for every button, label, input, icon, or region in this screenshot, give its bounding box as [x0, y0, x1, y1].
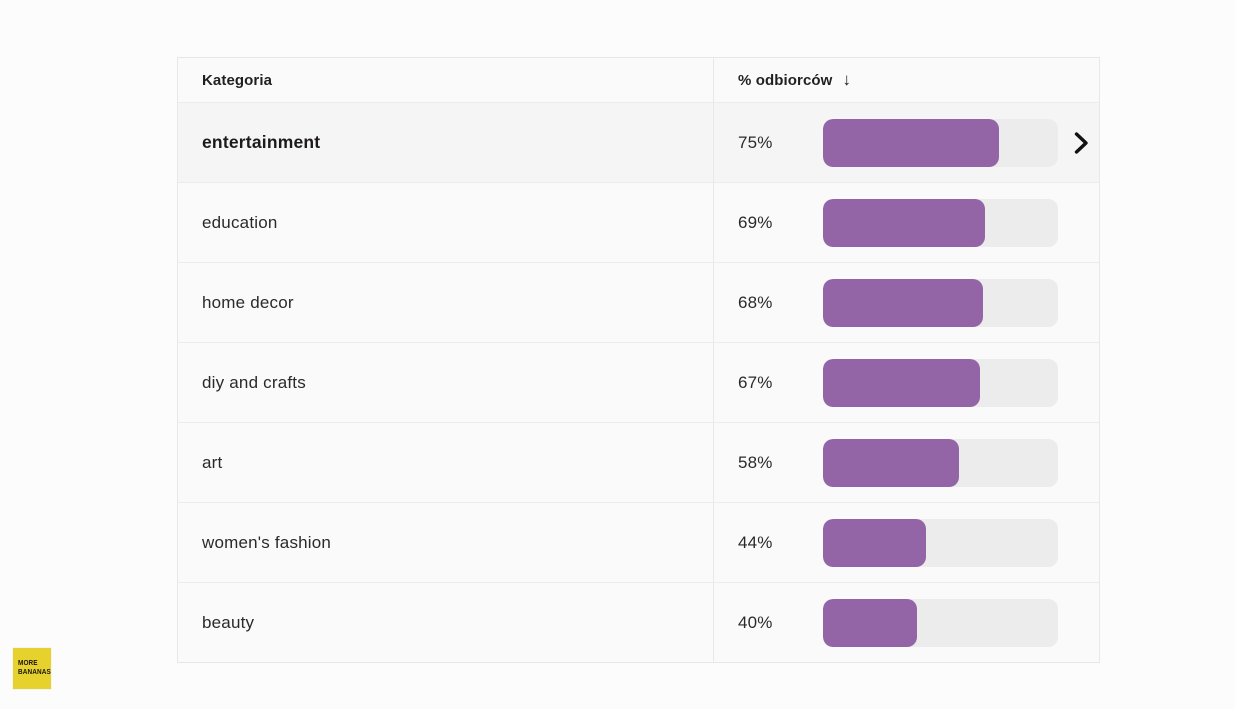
value-cell: 75% — [714, 103, 1099, 182]
bar-track — [823, 118, 1058, 167]
bar-fill — [823, 438, 960, 487]
logo-line-1: MORE — [18, 659, 38, 667]
header-audience-percent-label: % odbiorców — [738, 71, 833, 89]
percent-value: 67% — [738, 372, 773, 392]
value-cell: 40% — [714, 583, 1099, 662]
bar-fill — [823, 118, 1000, 167]
bar-fill — [823, 198, 986, 247]
percent-value: 58% — [738, 452, 773, 472]
category-label: entertainment — [178, 103, 714, 182]
percent-value: 44% — [738, 532, 773, 552]
bar-track — [823, 198, 1058, 247]
bar-fill — [823, 278, 983, 327]
bar-fill — [823, 598, 917, 647]
value-cell: 58% — [714, 423, 1099, 502]
header-category: Kategoria — [178, 58, 714, 102]
bar-track — [823, 358, 1058, 407]
table-row-education[interactable]: education 69% — [178, 182, 1099, 262]
table-row-diy-and-crafts[interactable]: diy and crafts 67% — [178, 342, 1099, 422]
bar-track — [823, 518, 1058, 567]
bar-fill — [823, 358, 981, 407]
table-row-art[interactable]: art 58% — [178, 422, 1099, 502]
table-row-womens-fashion[interactable]: women's fashion 44% — [178, 502, 1099, 582]
more-bananas-logo: MORE BANANAS — [13, 648, 51, 689]
bar-track — [823, 598, 1058, 647]
header-audience-percent[interactable]: % odbiorców ↓ — [714, 58, 1099, 102]
value-cell: 69% — [714, 183, 1099, 262]
value-cell: 44% — [714, 503, 1099, 582]
table-row-entertainment[interactable]: entertainment 75% — [178, 102, 1099, 182]
category-label: women's fashion — [178, 503, 714, 582]
chevron-right-icon[interactable] — [1073, 131, 1089, 155]
percent-value: 40% — [738, 612, 773, 632]
category-label: art — [178, 423, 714, 502]
bar-track — [823, 438, 1058, 487]
audience-category-table: Kategoria % odbiorców ↓ entertainment 75… — [177, 57, 1100, 663]
bar-fill — [823, 518, 927, 567]
table-row-beauty[interactable]: beauty 40% — [178, 582, 1099, 662]
percent-value: 68% — [738, 292, 773, 312]
logo-line-2: BANANAS — [18, 668, 51, 676]
bar-track — [823, 278, 1058, 327]
table-row-home-decor[interactable]: home decor 68% — [178, 262, 1099, 342]
percent-value: 75% — [738, 132, 773, 152]
table-header: Kategoria % odbiorców ↓ — [178, 58, 1099, 102]
percent-value: 69% — [738, 212, 773, 232]
sort-descending-icon: ↓ — [842, 70, 852, 89]
category-label: education — [178, 183, 714, 262]
value-cell: 67% — [714, 343, 1099, 422]
category-label: beauty — [178, 583, 714, 662]
category-label: home decor — [178, 263, 714, 342]
value-cell: 68% — [714, 263, 1099, 342]
category-label: diy and crafts — [178, 343, 714, 422]
